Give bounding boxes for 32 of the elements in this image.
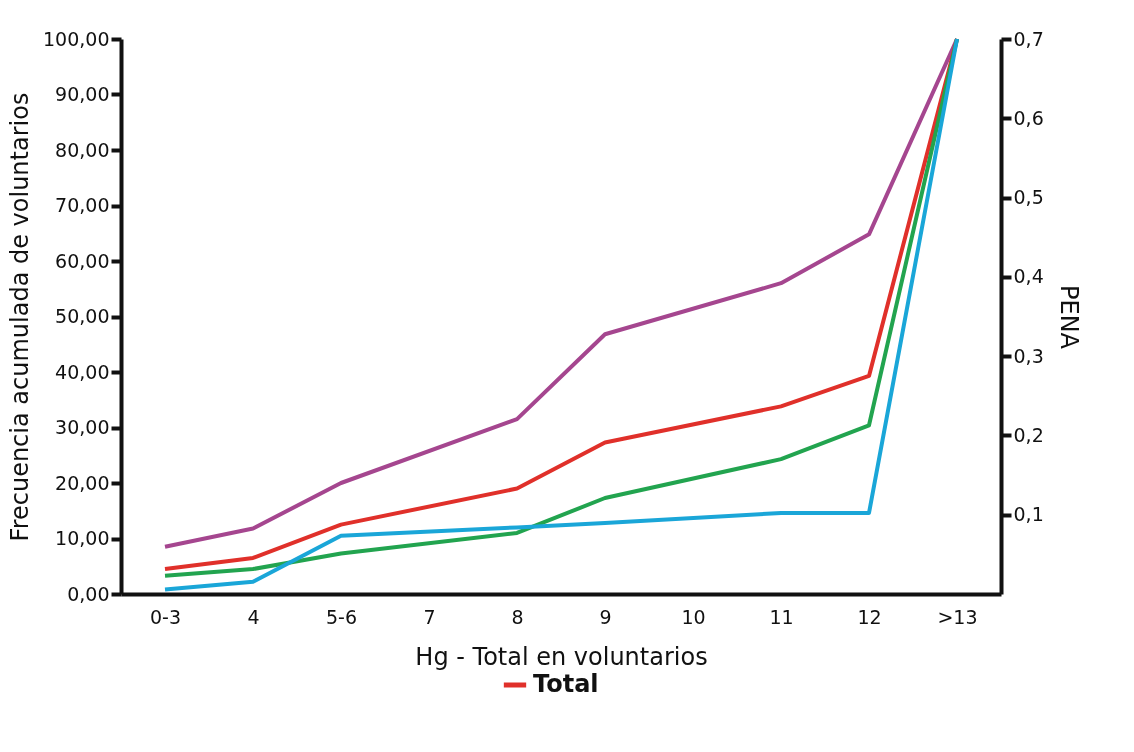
y2-axis-title: PENA: [1054, 284, 1083, 350]
y2-tick-label: 0,3: [1013, 344, 1044, 367]
y2-tick-label: 0,1: [1013, 503, 1044, 526]
x-axis-title: Hg - Total en voluntarios: [415, 642, 708, 671]
x-tick-label: 4: [247, 605, 260, 628]
y-axis-title: Frecuencia acumulada de voluntarios: [6, 92, 35, 542]
y2-tick-label: 0,4: [1013, 265, 1044, 288]
y-tick-label: 100,00: [43, 27, 110, 50]
x-tick-label: >13: [937, 605, 978, 628]
y2-tick-label: 0,6: [1013, 106, 1044, 129]
y-tick-label: 20,00: [55, 471, 110, 494]
y-tick-label: 60,00: [55, 249, 110, 272]
y-tick-label: 90,00: [55, 83, 110, 105]
y-tick-label: 30,00: [55, 416, 110, 438]
y-tick-label: 70,00: [55, 194, 110, 216]
x-tick-label: 11: [769, 605, 794, 628]
x-tick-label: 7: [423, 605, 436, 628]
x-tick-label: 10: [681, 605, 706, 628]
x-tick-label: 5-6: [325, 605, 358, 628]
y-tick-label: 40,00: [55, 360, 110, 383]
y-tick-label: 80,00: [55, 138, 110, 161]
legend-label: Total: [533, 670, 599, 698]
y2-tick-label: 0,2: [1013, 423, 1044, 446]
y-tick-label: 0,00: [67, 582, 110, 605]
y-tick-label: 50,00: [55, 305, 110, 327]
x-tick-label: 8: [511, 605, 524, 628]
x-tick-label: 9: [599, 605, 612, 628]
y-tick-label: 10,00: [55, 527, 110, 549]
y2-tick-label: 0,5: [1013, 186, 1044, 209]
x-tick-label: 12: [857, 605, 882, 628]
x-tick-label: 0-3: [149, 605, 182, 628]
y2-tick-label: 0,7: [1013, 27, 1044, 50]
